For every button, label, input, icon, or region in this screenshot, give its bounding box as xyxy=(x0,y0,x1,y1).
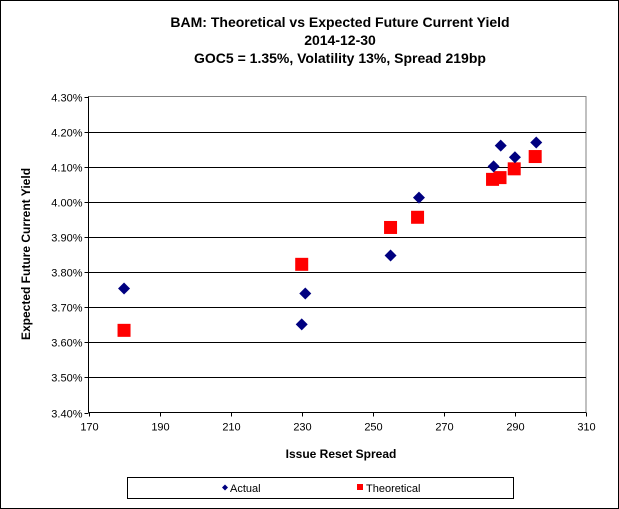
actual-point xyxy=(487,160,500,173)
y-tick-label: 4.00% xyxy=(51,198,82,210)
theoretical-point xyxy=(507,162,521,176)
legend-box xyxy=(127,477,514,499)
chart-title-line-2: 2014-12-30 xyxy=(304,32,376,48)
actual-point xyxy=(530,136,543,149)
y-tick-label: 3.80% xyxy=(51,268,82,280)
theoretical-point xyxy=(493,171,507,185)
actual-point xyxy=(508,151,521,164)
y-tick-label: 3.60% xyxy=(51,338,82,350)
theoretical-point xyxy=(117,323,131,337)
actual-point xyxy=(494,139,507,152)
x-tick-label: 290 xyxy=(506,422,524,434)
y-tick-label: 3.50% xyxy=(51,373,82,385)
x-tick-label: 170 xyxy=(80,422,98,434)
theoretical-point xyxy=(295,257,309,271)
theoretical-point xyxy=(384,220,398,234)
actual-point xyxy=(299,287,312,300)
actual-point xyxy=(295,318,308,331)
x-axis-label: Issue Reset Spread xyxy=(286,447,397,461)
x-tick-label: 230 xyxy=(293,422,311,434)
chart-title-line-3: GOC5 = 1.35%, Volatility 13%, Spread 219… xyxy=(194,50,486,66)
x-tick-label: 210 xyxy=(222,422,240,434)
actual-point xyxy=(118,282,131,295)
theoretical-point xyxy=(528,150,542,164)
x-tick-label: 310 xyxy=(577,422,595,434)
legend-diamond-icon xyxy=(222,484,228,491)
chart-title-line-1: BAM: Theoretical vs Expected Future Curr… xyxy=(170,14,509,30)
y-axis-label: Expected Future Current Yield xyxy=(19,168,33,340)
y-tick-label: 3.70% xyxy=(51,303,82,315)
y-tick-label: 3.40% xyxy=(51,409,82,421)
legend-square-icon xyxy=(357,484,363,490)
legend: Actual Theoretical xyxy=(127,477,514,499)
x-tick-label: 250 xyxy=(364,422,382,434)
actual-point xyxy=(384,249,397,262)
y-tick-label: 4.30% xyxy=(51,93,82,105)
legend-theoretical-label: Theoretical xyxy=(366,483,420,495)
theoretical-point xyxy=(411,210,425,224)
x-tick-label: 190 xyxy=(151,422,169,434)
y-tick-label: 4.10% xyxy=(51,163,82,175)
x-tick-label: 270 xyxy=(435,422,453,434)
actual-point xyxy=(412,191,425,204)
plot-area xyxy=(88,96,587,413)
y-tick-label: 3.90% xyxy=(51,233,82,245)
legend-actual-label: Actual xyxy=(230,483,261,495)
y-tick-label: 4.20% xyxy=(51,128,82,140)
